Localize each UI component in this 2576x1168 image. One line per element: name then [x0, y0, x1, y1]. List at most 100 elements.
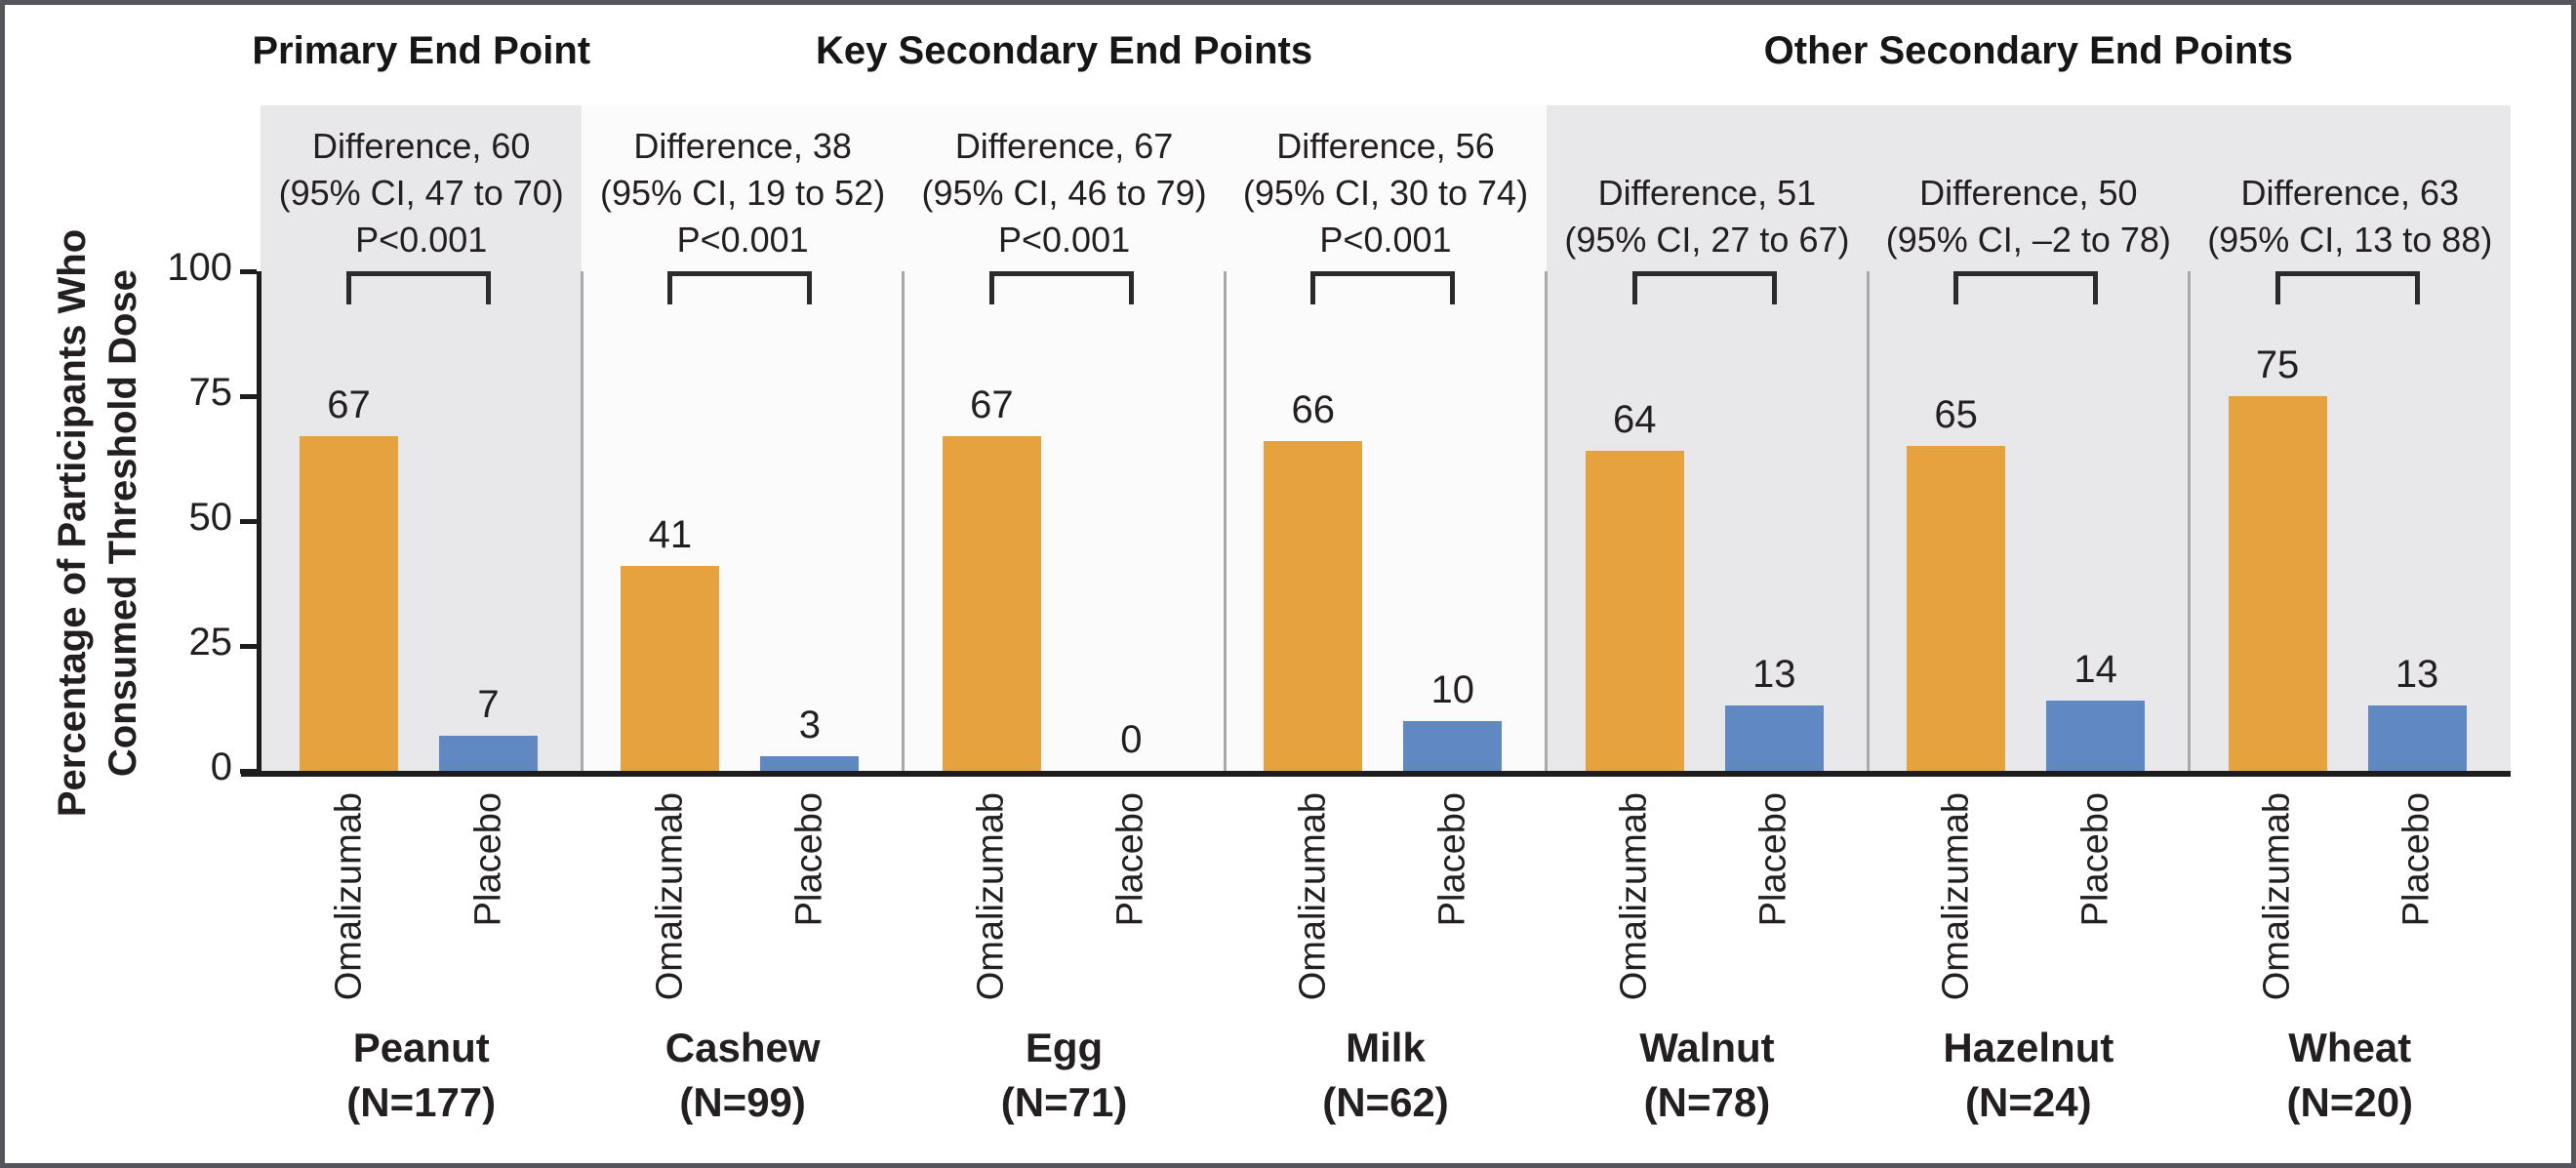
panel-divider: [2188, 271, 2192, 771]
food-n-count: (N=78): [1643, 1079, 1771, 1125]
food-n-count: (N=20): [2286, 1079, 2414, 1125]
food-name: Egg: [1025, 1025, 1104, 1070]
food-label: Walnut (N=78): [1639, 1021, 1774, 1130]
confidence-interval-line: (95% CI, 13 to 88): [2207, 220, 2493, 260]
food-name: Hazelnut: [1943, 1025, 2114, 1070]
panel-divider: [1223, 271, 1227, 771]
bar-placebo: [439, 736, 538, 771]
difference-annotation: Difference, 67 (95% CI, 46 to 79) P<0.001: [904, 105, 1225, 263]
difference-annotation: Difference, 51 (95% CI, 27 to 67): [1547, 105, 1868, 263]
difference-value-line: Difference, 56: [1276, 126, 1495, 166]
confidence-interval-line: (95% CI, –2 to 78): [1885, 220, 2171, 260]
comparison-bracket: [1310, 271, 1456, 304]
confidence-interval-line: (95% CI, 27 to 67): [1564, 220, 1850, 260]
food-label: Egg (N=71): [1001, 1021, 1128, 1130]
difference-annotation: Difference, 50 (95% CI, –2 to 78): [1868, 105, 2189, 263]
food-n-count: (N=71): [1000, 1079, 1128, 1125]
confidence-interval-line: (95% CI, 30 to 74): [1242, 173, 1529, 213]
bar-value-label: 64: [1612, 398, 1657, 442]
y-axis-tick-label: 50: [188, 496, 233, 539]
bar-value-label: 41: [648, 513, 693, 557]
difference-value-line: Difference, 38: [633, 126, 852, 166]
food-name: Peanut: [352, 1025, 490, 1070]
p-value-line: P<0.001: [676, 220, 809, 260]
bar-placebo: [1403, 720, 1503, 771]
bar-omalizumab: [1907, 446, 2006, 771]
comparison-bracket: [1953, 271, 2099, 304]
food-n-count: (N=177): [346, 1079, 497, 1125]
difference-value-line: Difference, 63: [2240, 173, 2460, 213]
food-name: Walnut: [1639, 1025, 1775, 1070]
bar-value-label: 67: [970, 383, 1014, 426]
section-header: Other Secondary End Points: [1763, 29, 2294, 72]
difference-value-line: Difference, 67: [954, 126, 1174, 166]
y-axis-tick: [240, 519, 257, 524]
food-n-count: (N=62): [1322, 1079, 1449, 1125]
panel-divider: [1866, 271, 1870, 771]
comparison-bracket: [1631, 271, 1777, 304]
difference-value-line: Difference, 51: [1597, 173, 1817, 213]
food-n-count: (N=99): [679, 1079, 806, 1125]
section-header: Key Secondary End Points: [816, 29, 1313, 72]
bar-value-label: 13: [1751, 653, 1796, 697]
y-axis-tick-label: 25: [188, 621, 233, 664]
section-header: Primary End Point: [252, 29, 591, 72]
food-label: Wheat (N=20): [2287, 1021, 2414, 1130]
bar-omalizumab: [300, 435, 398, 771]
panel-divider: [902, 271, 906, 771]
difference-value-line: Difference, 60: [311, 126, 531, 166]
x-axis-baseline: [241, 771, 2511, 777]
bar-value-label: 7: [477, 683, 500, 727]
section-background: [582, 105, 1547, 771]
confidence-interval-line: (95% CI, 19 to 52): [600, 173, 886, 213]
bar-value-label: 67: [327, 383, 371, 426]
food-name: Milk: [1346, 1025, 1426, 1070]
bar-placebo: [760, 755, 860, 771]
y-axis-tick-label: 100: [167, 246, 232, 289]
difference-value-line: Difference, 50: [1919, 173, 2138, 213]
section-background: [1546, 105, 2511, 771]
bar-value-label: 65: [1934, 393, 1978, 437]
bar-omalizumab: [621, 566, 720, 771]
difference-annotation: Difference, 56 (95% CI, 30 to 74) P<0.001: [1225, 105, 1546, 263]
bar-placebo: [1724, 705, 1824, 771]
comparison-bracket: [988, 271, 1134, 304]
food-label: Cashew (N=99): [665, 1021, 821, 1130]
y-axis-tick: [240, 269, 257, 274]
food-label: Hazelnut (N=24): [1943, 1021, 2113, 1130]
p-value-line: P<0.001: [1319, 220, 1452, 260]
y-axis-tick: [240, 394, 257, 399]
y-axis-tick: [240, 644, 257, 649]
bar-value-label: 13: [2395, 653, 2439, 697]
bar-value-label: 66: [1291, 388, 1336, 432]
difference-annotation: Difference, 63 (95% CI, 13 to 88): [2190, 105, 2511, 263]
comparison-bracket: [346, 271, 491, 304]
food-label: Milk (N=62): [1322, 1021, 1449, 1130]
bar-omalizumab: [1585, 451, 1684, 771]
y-axis-tick-label: 0: [210, 745, 232, 788]
panel-divider: [580, 271, 584, 771]
bar-placebo: [2046, 701, 2146, 771]
food-name: Wheat: [2288, 1025, 2412, 1070]
food-name: Cashew: [664, 1025, 821, 1070]
bar-value-label: 10: [1430, 667, 1475, 711]
confidence-interval-line: (95% CI, 46 to 79): [921, 173, 1207, 213]
difference-annotation: Difference, 60 (95% CI, 47 to 70) P<0.001: [261, 105, 582, 263]
y-axis-line: [257, 271, 262, 777]
bar-value-label: 0: [1120, 718, 1143, 761]
bar-value-label: 3: [798, 703, 822, 746]
comparison-bracket: [667, 271, 813, 304]
difference-annotation: Difference, 38 (95% CI, 19 to 52) P<0.001: [582, 105, 903, 263]
bar-value-label: 75: [2255, 343, 2300, 386]
bar-placebo: [2367, 705, 2467, 771]
bar-omalizumab: [2228, 396, 2327, 771]
bar-omalizumab: [1264, 441, 1363, 771]
comparison-bracket: [2274, 271, 2420, 304]
bar-value-label: 14: [2073, 648, 2117, 692]
p-value-line: P<0.001: [355, 220, 488, 260]
p-value-line: P<0.001: [997, 220, 1131, 260]
confidence-interval-line: (95% CI, 47 to 70): [278, 173, 564, 213]
food-n-count: (N=24): [1965, 1079, 2092, 1125]
